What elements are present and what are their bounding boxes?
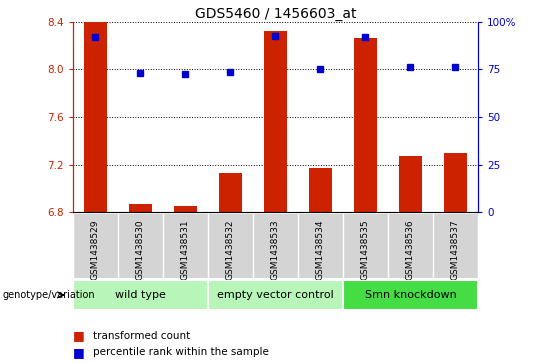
Text: Smn knockdown: Smn knockdown [364, 290, 456, 300]
Bar [444, 153, 467, 212]
Bar [84, 22, 107, 212]
Bar [264, 31, 287, 212]
Text: ■: ■ [73, 329, 85, 342]
Text: GSM1438536: GSM1438536 [406, 219, 415, 280]
Text: GSM1438529: GSM1438529 [91, 219, 100, 280]
Text: GSM1438534: GSM1438534 [316, 219, 325, 280]
Bar [354, 38, 377, 212]
Text: transformed count: transformed count [93, 331, 191, 341]
Text: empty vector control: empty vector control [217, 290, 334, 300]
Text: GSM1438537: GSM1438537 [451, 219, 460, 280]
Bar [399, 156, 422, 212]
Text: GSM1438533: GSM1438533 [271, 219, 280, 280]
Bar [174, 207, 197, 212]
Bar [208, 280, 343, 310]
Text: genotype/variation: genotype/variation [3, 290, 96, 300]
Text: ■: ■ [73, 346, 85, 359]
Bar [343, 280, 478, 310]
Text: wild type: wild type [115, 290, 166, 300]
Bar [129, 204, 152, 212]
Bar [73, 280, 208, 310]
Bar [309, 168, 332, 212]
Text: GSM1438532: GSM1438532 [226, 219, 235, 280]
Bar [219, 173, 242, 212]
Title: GDS5460 / 1456603_at: GDS5460 / 1456603_at [194, 7, 356, 21]
Text: GSM1438530: GSM1438530 [136, 219, 145, 280]
Text: GSM1438531: GSM1438531 [181, 219, 190, 280]
Text: percentile rank within the sample: percentile rank within the sample [93, 347, 269, 357]
Text: GSM1438535: GSM1438535 [361, 219, 370, 280]
